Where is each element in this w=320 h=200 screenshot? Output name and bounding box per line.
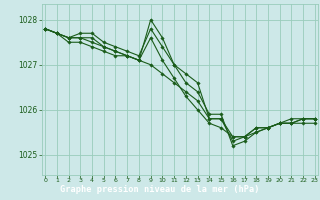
Text: Graphe pression niveau de la mer (hPa): Graphe pression niveau de la mer (hPa) (60, 185, 260, 194)
